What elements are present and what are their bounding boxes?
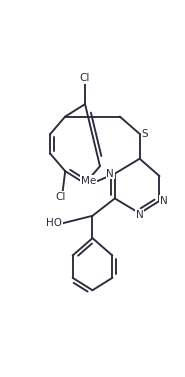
Text: Me: Me (81, 176, 96, 186)
Text: N: N (106, 169, 114, 179)
Text: HO: HO (46, 218, 62, 228)
Text: Cl: Cl (55, 192, 65, 202)
Text: N: N (160, 196, 168, 206)
Text: S: S (142, 129, 148, 139)
Text: Cl: Cl (80, 73, 90, 83)
Text: N: N (136, 210, 144, 220)
